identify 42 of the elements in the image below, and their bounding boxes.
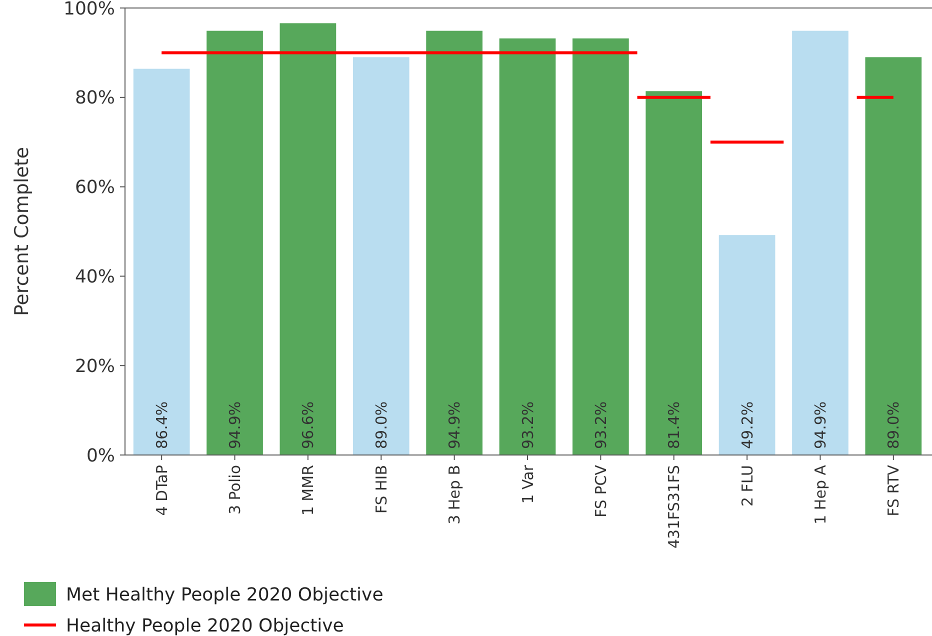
y-tick-label: 60% [74, 177, 115, 198]
y-tick-label: 40% [74, 266, 115, 288]
bar [426, 30, 482, 455]
bar [133, 68, 190, 455]
bar [352, 57, 410, 455]
bar [718, 235, 776, 455]
bar [206, 30, 263, 455]
bar [646, 91, 702, 455]
bar [499, 38, 556, 455]
x-tick-label: 1 MMR [299, 465, 318, 516]
x-tick-label: 2 FLU [738, 465, 756, 507]
data-label: 93.2% [592, 401, 610, 449]
bar [792, 30, 848, 455]
y-tick-label: 80% [74, 88, 115, 109]
x-tick-label: 3 Hep B [446, 465, 464, 524]
x-tick-label: 4 DTaP [152, 465, 171, 516]
x-tick-label: 1 Var [518, 464, 537, 504]
y-tick-label: 0% [86, 445, 115, 466]
data-label: 81.4% [665, 401, 684, 449]
data-label: 94.9% [446, 401, 464, 449]
legend-label: Healthy People 2020 Objective [66, 615, 344, 636]
data-label: 86.4% [152, 401, 171, 449]
data-label: 94.9% [811, 401, 830, 449]
bar [865, 57, 922, 455]
bar [572, 38, 629, 455]
bar [280, 23, 336, 455]
data-label: 49.2% [738, 401, 756, 449]
y-tick-label: 100% [64, 0, 115, 20]
data-label: 94.9% [226, 401, 244, 449]
data-label: 89.0% [372, 401, 390, 449]
y-tick-label: 20% [74, 356, 115, 377]
x-tick-label: FS PCV [592, 464, 610, 518]
x-tick-label: 1 Hep A [811, 464, 830, 524]
legend-label: Met Healthy People 2020 Objective [66, 584, 384, 606]
y-axis-title: Percent Complete [11, 146, 33, 316]
x-tick-label: 431FS31FS [665, 465, 684, 548]
x-tick-label: FS HIB [372, 465, 390, 514]
data-label: 93.2% [518, 401, 537, 449]
data-label: 96.6% [299, 401, 318, 449]
x-tick-label: 3 Polio [226, 465, 244, 515]
x-tick-label: FS RTV [884, 464, 903, 516]
data-label: 89.0% [884, 401, 903, 449]
